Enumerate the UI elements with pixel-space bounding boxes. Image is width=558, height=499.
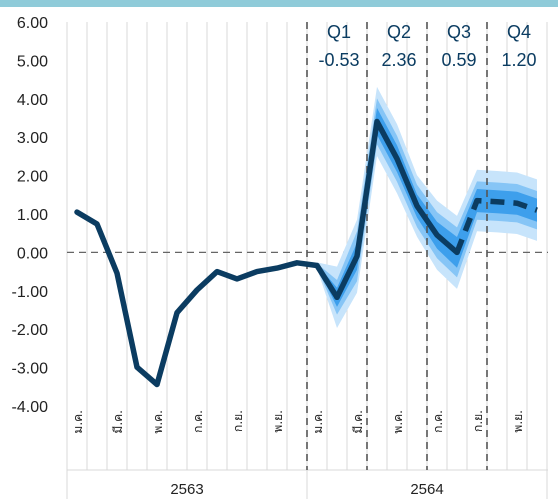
quarter-label: Q3 [447,22,471,42]
x-tick-label: ก.ย. [231,410,245,432]
x-tick-label: พ.ย. [271,410,285,433]
y-tick-label: -3.00 [12,361,49,378]
quarter-value: -0.53 [318,50,359,70]
y-tick-label: 6.00 [17,15,48,32]
x-tick-label: ก.ค. [191,410,205,433]
x-tick-label: มี.ค. [351,410,365,434]
y-tick-label: 0.00 [17,245,48,262]
series-line-actual [74,209,340,388]
series-line-forecast-solid [334,118,460,301]
series-line-forecast-dashed [454,197,538,254]
quarter-dividers [306,22,488,470]
x-tick-label: ม.ค. [311,410,325,434]
x-axis-ticks: ม.ค. มี.ค. พ.ค. ก.ค. ก.ย. พ.ย. ม.ค. มี.ค. พ.ค. ก.… [71,410,525,434]
x-tick-label: มี.ค. [111,410,125,434]
top-accent-bar [0,0,558,7]
y-tick-label: -1.00 [12,284,49,301]
year-label: 2563 [170,481,203,498]
series-lines [74,118,538,388]
quarter-label: Q2 [387,22,411,42]
quarter-labels: Q1 -0.53 Q2 2.36 Q3 0.59 Q4 1.20 [318,22,536,70]
y-tick-label: 4.00 [17,92,48,109]
y-axis-ticks: 6.00 5.00 4.00 3.00 2.00 1.00 0.00 -1.00 -2.00 -3… [12,15,49,416]
x-tick-label: ก.ย. [471,410,485,432]
quarter-value: 0.59 [441,50,476,70]
x-tick-label: พ.ค. [151,410,165,434]
year-labels: 2563 2564 [170,481,443,498]
quarter-label: Q4 [507,22,531,42]
x-tick-label: ม.ค. [71,410,85,434]
y-tick-label: 5.00 [17,53,48,70]
y-tick-label: 1.00 [17,207,48,224]
x-tick-label: พ.ย. [511,410,525,433]
grid [66,22,548,499]
quarter-value: 1.20 [501,50,536,70]
x-tick-label: พ.ค. [391,410,405,434]
x-tick-label: ก.ค. [431,410,445,433]
quarter-value: 2.36 [381,50,416,70]
y-tick-label: 2.00 [17,169,48,186]
y-tick-label: 3.00 [17,130,48,147]
y-tick-label: -4.00 [12,399,49,416]
quarter-label: Q1 [327,22,351,42]
year-label: 2564 [410,481,443,498]
y-tick-label: -2.00 [12,322,49,339]
